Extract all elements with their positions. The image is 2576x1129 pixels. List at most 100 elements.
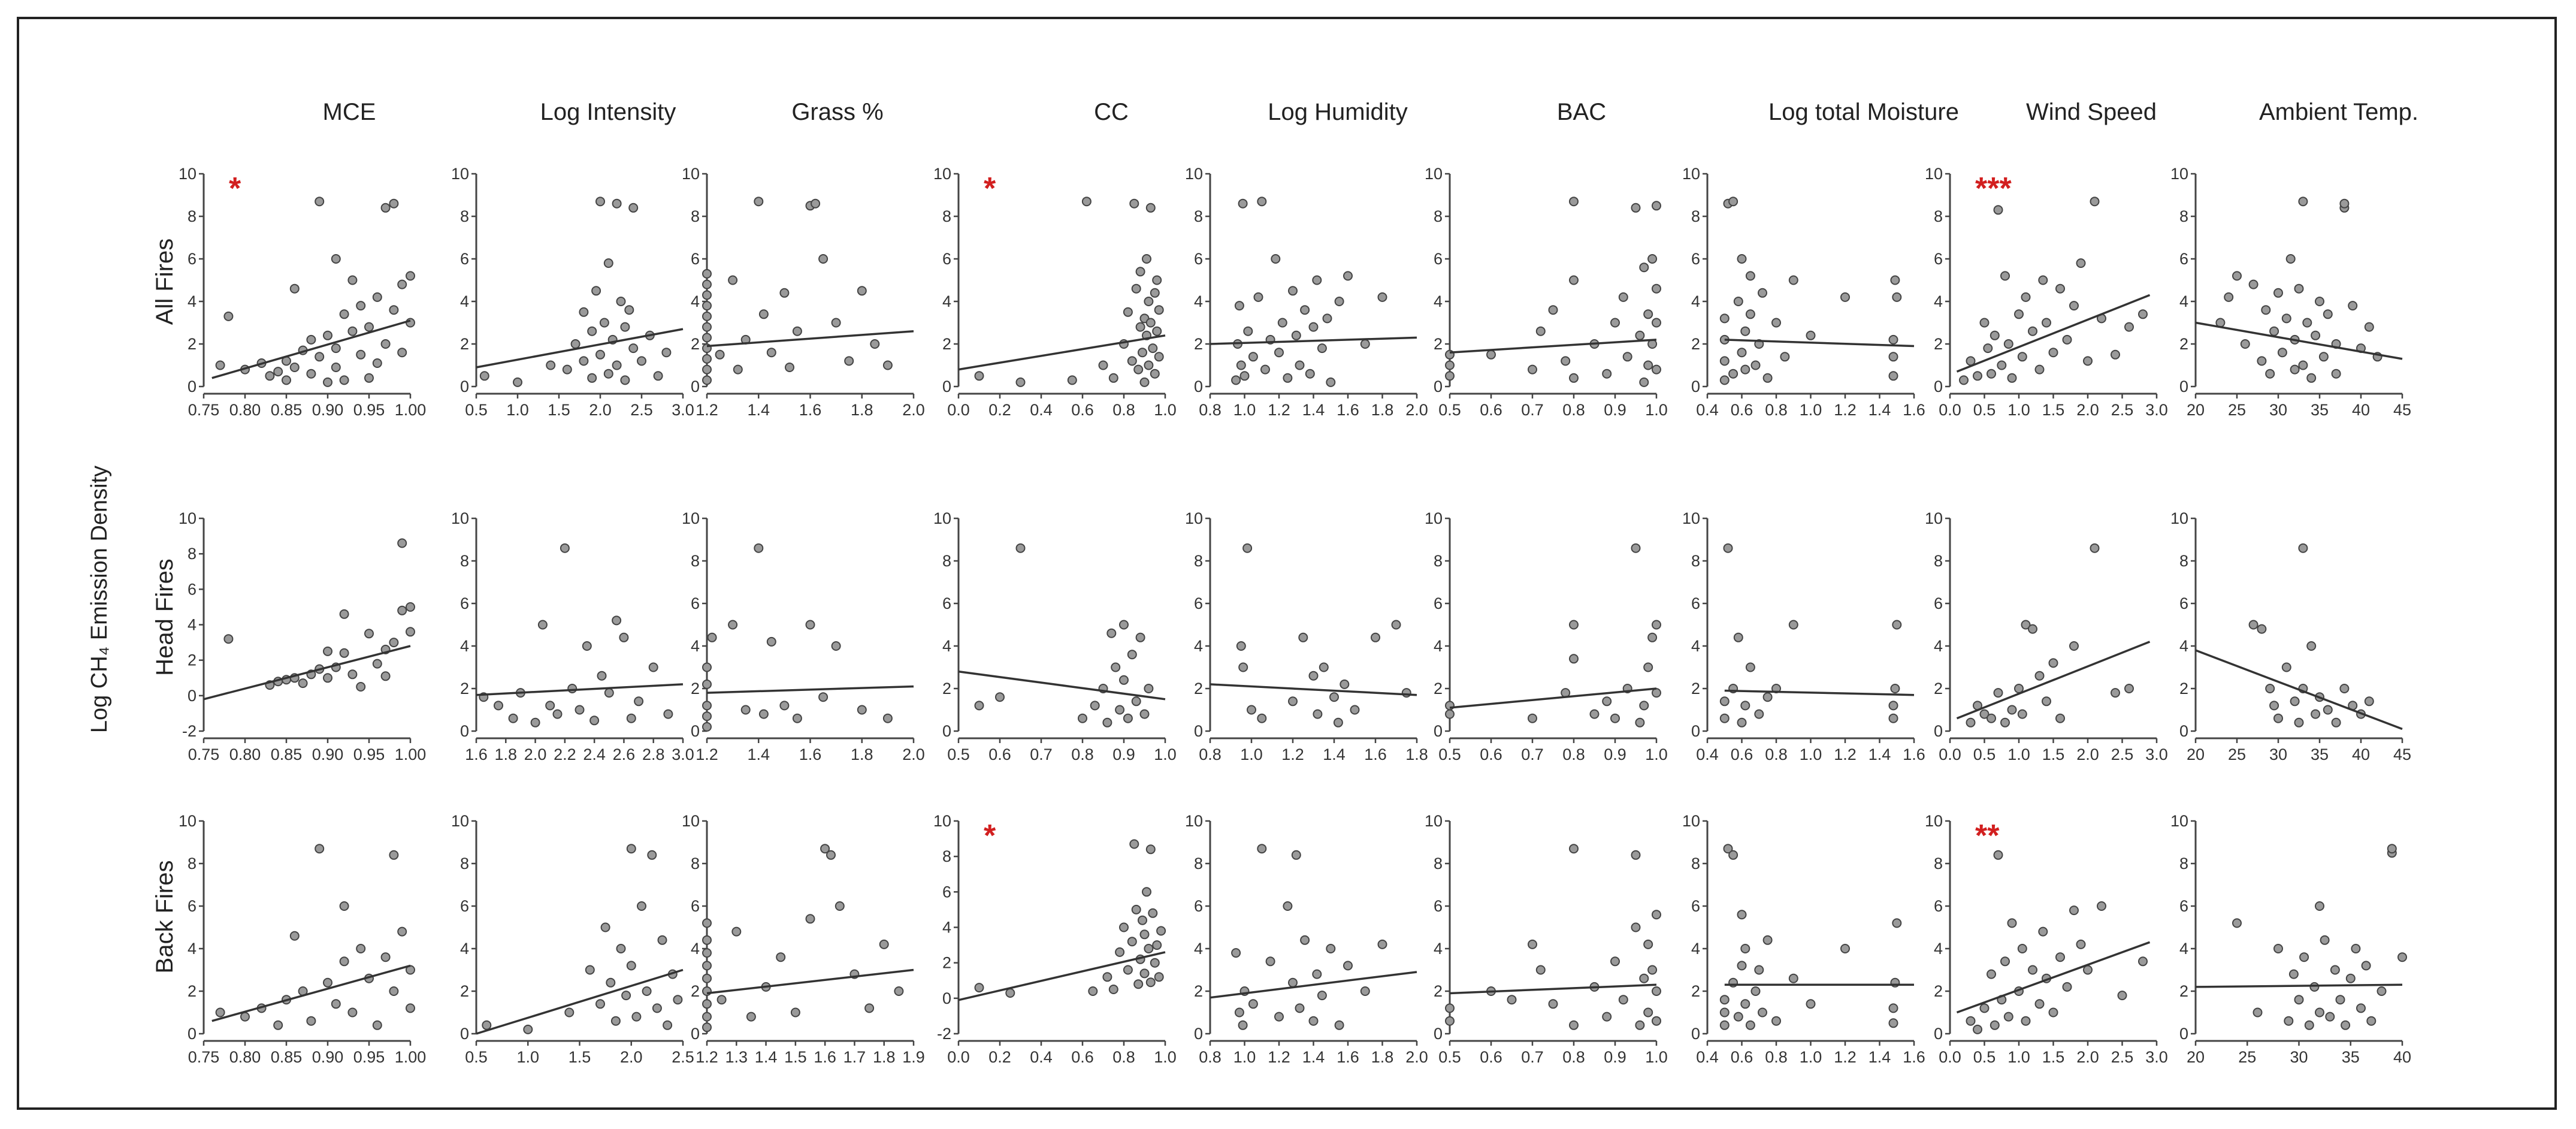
data-point — [2038, 275, 2048, 285]
data-point — [564, 1007, 575, 1018]
data-point — [567, 684, 578, 693]
data-point — [653, 371, 663, 381]
data-point — [2257, 356, 2267, 366]
x-tick-label: 0.8 — [1562, 1048, 1585, 1066]
data-point — [2290, 696, 2300, 707]
data-point — [2124, 322, 2134, 332]
data-point — [1243, 326, 1253, 336]
x-tick-label: 0.6 — [1480, 745, 1502, 763]
data-point — [1733, 632, 1743, 642]
data-point — [579, 356, 589, 366]
data-point — [1535, 965, 1546, 975]
x-tick-label: 1.2 — [696, 745, 718, 763]
data-point — [380, 671, 391, 681]
data-point — [805, 620, 815, 630]
data-point — [1329, 692, 1339, 702]
data-point — [1652, 1016, 1661, 1026]
data-point — [1719, 1020, 1730, 1030]
y-tick-label: 2 — [1194, 680, 1203, 698]
data-point — [513, 377, 522, 387]
data-point — [570, 339, 580, 349]
data-point — [389, 850, 399, 860]
data-point — [647, 850, 657, 860]
x-tick-label: 1.0 — [1154, 745, 1177, 763]
x-tick-label: 1.5 — [784, 1048, 807, 1066]
data-point — [1888, 1003, 1898, 1013]
data-point — [2265, 684, 2275, 693]
data-point — [2224, 292, 2234, 302]
regression-line — [1210, 971, 1417, 999]
x-tick-label: 0.85 — [271, 1048, 303, 1066]
x-tick-label: 0.90 — [312, 401, 344, 419]
data-point — [2339, 198, 2350, 209]
scatter-panel: 0 2 4 6 8 10 0.5 1.0 1.5 2.0 2.5 3.0 — [451, 165, 694, 419]
data-point — [2364, 322, 2374, 332]
data-point — [620, 322, 630, 332]
data-point — [657, 935, 667, 945]
y-tick-label: 10 — [682, 165, 700, 183]
data-point — [2003, 339, 2013, 349]
y-tick-label: 4 — [691, 940, 700, 958]
scatter-panel: 0 2 4 6 8 10 0.5 0.6 0.7 0.8 0.9 1.0 — [1425, 509, 1668, 763]
x-tick-label: 0.6 — [1071, 1048, 1094, 1066]
data-point — [733, 364, 743, 375]
data-point — [2320, 935, 2330, 945]
data-point — [1631, 850, 1641, 860]
data-point — [1131, 283, 1141, 294]
data-point — [1733, 297, 1743, 306]
data-point — [1334, 297, 1344, 306]
data-point — [331, 363, 341, 372]
data-point — [1115, 705, 1125, 715]
y-tick-label: 4 — [942, 292, 951, 310]
data-point — [604, 688, 614, 698]
data-point — [2269, 326, 2279, 336]
data-point — [792, 326, 802, 336]
scatter-panel: 0 2 4 6 8 10 0.5 0.6 0.7 0.8 0.9 1.0 — [1425, 812, 1668, 1066]
data-point — [1780, 352, 1790, 362]
regression-line — [958, 670, 1166, 701]
data-point — [560, 543, 570, 553]
regression-line — [1210, 336, 1417, 345]
data-point — [1115, 947, 1125, 957]
data-point — [974, 983, 984, 993]
data-point — [2339, 684, 2350, 693]
data-point — [864, 1003, 875, 1013]
data-point — [831, 318, 841, 328]
y-tick-label: 8 — [1194, 207, 1203, 225]
data-point — [1631, 203, 1641, 213]
x-tick-label: 3.0 — [672, 745, 694, 763]
x-tick-label: 0.6 — [1480, 401, 1502, 419]
data-point — [1139, 709, 1150, 719]
data-point — [820, 844, 830, 854]
data-point — [1569, 275, 1579, 285]
x-tick-label: 1.0 — [516, 1048, 539, 1066]
x-tick-label: 0.5 — [1438, 401, 1461, 419]
y-tick-label: 2 — [1691, 982, 1700, 1000]
y-tick-label: 2 — [1934, 680, 1943, 698]
data-point — [1737, 910, 1747, 920]
data-point — [2090, 543, 2100, 553]
data-point — [306, 1016, 316, 1026]
x-tick-label: 2.0 — [620, 1048, 643, 1066]
y-axis-label: Log CH₄ Emission Density — [87, 466, 112, 733]
data-point — [1548, 305, 1558, 315]
data-point — [1892, 620, 1902, 630]
x-tick-label: 1.2 — [1281, 745, 1304, 763]
x-tick-label: 1.6 — [465, 745, 488, 763]
y-tick-label: 4 — [1194, 292, 1203, 310]
data-point — [347, 326, 358, 336]
data-point — [728, 620, 738, 630]
x-tick-label: 1.0 — [1800, 745, 1822, 763]
x-tick-label: 0.8 — [1199, 745, 1222, 763]
x-tick-label: 1.2 — [1834, 1048, 1857, 1066]
y-tick-label: 8 — [1194, 552, 1203, 570]
x-tick-label: 0.4 — [1696, 401, 1719, 419]
data-point — [1300, 935, 1310, 945]
regression-line — [706, 330, 914, 348]
data-point — [790, 1007, 800, 1018]
y-tick-label: 2 — [460, 335, 469, 353]
data-point — [642, 986, 652, 996]
x-tick-label: 0.85 — [271, 745, 303, 763]
data-point — [1119, 620, 1129, 630]
